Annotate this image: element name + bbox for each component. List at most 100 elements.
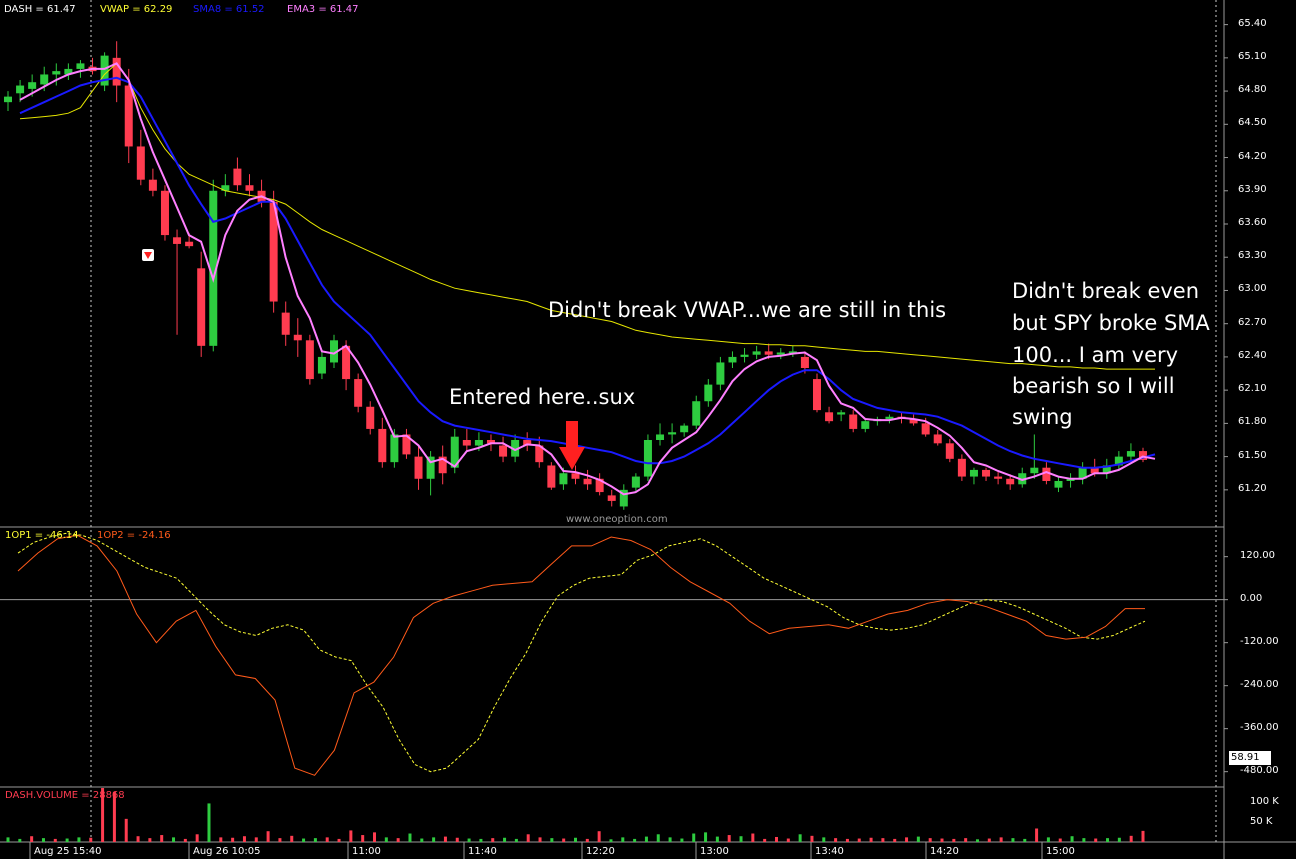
candle [4, 91, 12, 112]
price-tick-label: 64.80 [1238, 84, 1267, 96]
volume-bar [361, 835, 365, 842]
candle-body [281, 312, 290, 335]
candle-body [233, 168, 242, 186]
candle-body [124, 85, 133, 147]
candle-body [764, 351, 773, 355]
oscillator-pane [0, 532, 1224, 776]
volume-bar [834, 838, 838, 842]
candle-body [16, 85, 25, 94]
candle [148, 168, 157, 197]
candle [837, 410, 846, 422]
candle-body [414, 456, 423, 479]
volume-bar [101, 788, 105, 842]
volume-bar [313, 838, 317, 842]
volume-bar [302, 838, 306, 842]
volume-bar [786, 838, 790, 842]
volume-bar [739, 836, 743, 842]
volume-bar [964, 838, 968, 842]
candle [1054, 476, 1063, 493]
price-tick-label: 63.60 [1238, 217, 1267, 228]
volume-bar [975, 839, 979, 842]
volume-bar [503, 837, 507, 842]
osc-tick-label: -360.00 [1240, 721, 1279, 733]
candle-body [559, 473, 568, 485]
candle-body [511, 440, 520, 457]
candle-body [221, 185, 230, 191]
candle-body [390, 434, 399, 463]
candle [124, 68, 133, 164]
candle [438, 445, 447, 485]
swing-annotation-line: 100... I am very [1012, 343, 1179, 367]
candle-body [957, 458, 966, 477]
candle [619, 484, 628, 510]
candle-body [438, 456, 447, 474]
candle [160, 185, 169, 241]
candle-body [148, 179, 157, 191]
candle [957, 454, 966, 481]
candle-body [4, 96, 12, 103]
volume-bar [432, 837, 436, 842]
candle-body [776, 352, 785, 355]
time-tick-label: 13:40 [815, 846, 844, 857]
candle-body [595, 478, 604, 493]
candle [825, 406, 834, 424]
candle-body [692, 401, 701, 426]
candle-body [885, 416, 894, 419]
candle [426, 451, 435, 496]
candle-body [112, 57, 121, 86]
volume-pane [6, 788, 1145, 842]
candle-body [704, 384, 713, 402]
candle [595, 473, 604, 496]
vwap-line [19, 62, 1155, 370]
candle-body [40, 74, 49, 85]
candle [668, 423, 677, 444]
candle-body [909, 418, 918, 424]
volume-bar [479, 838, 483, 842]
volume-bar [467, 838, 471, 842]
volume-bar [396, 838, 400, 842]
candle [52, 63, 61, 86]
price-pane [4, 41, 1156, 510]
volume-bar [763, 838, 767, 842]
candle-body [668, 432, 677, 435]
candle [1114, 451, 1123, 470]
candle [849, 410, 858, 433]
time-tick-label: Aug 26 10:05 [193, 846, 261, 857]
volume-bar [1035, 828, 1039, 842]
candle [1126, 443, 1135, 463]
volume-bar [278, 838, 282, 842]
candle-body [160, 190, 169, 236]
price-tick-label: 64.50 [1238, 117, 1267, 129]
candle [776, 348, 785, 360]
candle [861, 417, 870, 433]
candle-body [728, 356, 737, 363]
swing-annotation-line: but SPY broke SMA [1012, 311, 1210, 335]
candle-body [462, 440, 471, 446]
candle [1018, 467, 1027, 488]
candle [499, 436, 508, 463]
volume-bar [905, 837, 909, 842]
volume-bar [77, 837, 81, 842]
volume-bar [219, 837, 223, 842]
volume-bar [692, 833, 696, 842]
osc1-line [17, 532, 1146, 773]
candle-body [1090, 467, 1099, 474]
volume-bar [751, 833, 755, 842]
volume-bar [1094, 838, 1098, 842]
candle-body [185, 241, 194, 247]
price-tick-label: 65.40 [1238, 17, 1267, 29]
candle [728, 351, 737, 368]
volume-bar [373, 832, 377, 842]
time-tick-label: 12:20 [586, 846, 615, 857]
osc2-label: 1OP2 = -24.16 [97, 530, 171, 541]
volume-bar [290, 835, 294, 842]
osc2-line [17, 534, 1145, 776]
candle [100, 52, 109, 92]
candle-body [474, 440, 483, 446]
candle-body [1114, 456, 1123, 466]
candle-body [100, 55, 109, 86]
candle [462, 428, 471, 452]
ema-line [19, 62, 1156, 496]
candle [1042, 462, 1051, 485]
candle [1030, 434, 1039, 479]
